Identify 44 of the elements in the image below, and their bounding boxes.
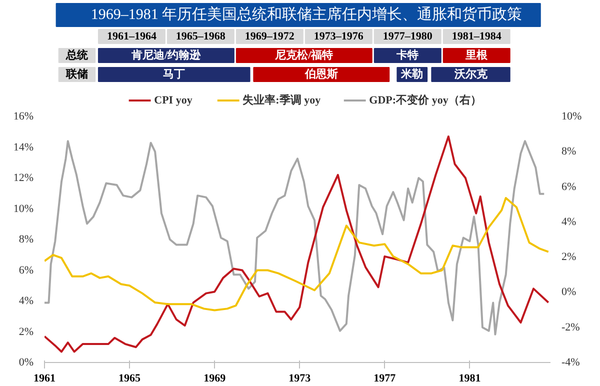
- y2-tick-label: 10%: [562, 110, 582, 122]
- text: 沃尔克: [453, 68, 488, 80]
- y2-tick-label: 2%: [562, 251, 576, 264]
- text: 马丁: [163, 68, 186, 80]
- text: 1969–1972: [244, 30, 295, 42]
- y-tick-label: 0%: [18, 356, 34, 368]
- y-tick-label: 8%: [18, 234, 34, 246]
- y2-tick-label: 0%: [562, 286, 576, 298]
- legend-label: GDP:不变价 yoy（右）: [369, 94, 482, 106]
- text: 米勒: [400, 68, 424, 80]
- text: 1961–1964: [106, 30, 157, 42]
- y2-tick-label: -2%: [562, 321, 580, 334]
- x-tick-label: 1969: [204, 372, 226, 384]
- text: 卡特: [396, 48, 419, 62]
- y2-tick-label: 4%: [562, 216, 576, 228]
- y-tick-label: 10%: [13, 202, 34, 215]
- y2-tick-label: 6%: [562, 180, 576, 193]
- text: 1977–1980: [382, 30, 433, 42]
- text: 里根: [464, 48, 489, 62]
- y2-tick-label: -4%: [562, 356, 580, 368]
- legend-label: CPI yoy: [154, 94, 193, 106]
- text: 伯恩斯: [304, 68, 338, 80]
- text: 肯尼迪/约翰逊: [130, 48, 202, 62]
- x-tick-label: 1973: [288, 372, 312, 384]
- y-tick-label: 14%: [13, 141, 34, 154]
- x-tick-label: 1981: [458, 372, 481, 384]
- y-tick-label: 12%: [13, 172, 34, 184]
- text: 总统: [64, 48, 89, 62]
- y-tick-label: 2%: [18, 326, 34, 338]
- text: 1981–1984: [452, 30, 502, 42]
- y-tick-label: 6%: [18, 264, 34, 276]
- text: 1973–1976: [314, 30, 364, 42]
- text: 尼克松/福特: [274, 48, 334, 62]
- text: 联储: [64, 68, 88, 80]
- x-tick-label: 1961: [34, 372, 56, 384]
- legend-label: 失业率:季调 yoy: [242, 94, 322, 106]
- y-tick-label: 16%: [13, 110, 34, 122]
- x-tick-label: 1965: [118, 372, 142, 384]
- y-tick-label: 4%: [18, 295, 34, 307]
- text: 1965–1968: [176, 30, 226, 42]
- y2-tick-label: 8%: [562, 146, 576, 158]
- x-tick-label: 1977: [374, 372, 396, 384]
- line-series: [44, 196, 550, 312]
- chart-title: 1969–1981 年历任美国总统和联储主席任内增长、通胀和货币政策: [90, 6, 522, 23]
